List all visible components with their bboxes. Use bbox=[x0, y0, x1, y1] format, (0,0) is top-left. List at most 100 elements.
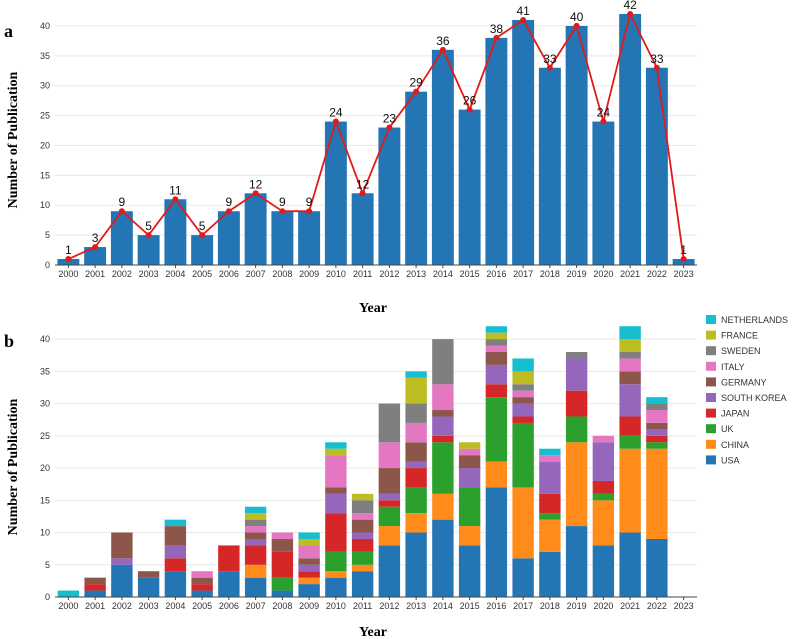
chart-a-data-label: 40 bbox=[570, 10, 584, 24]
chart-a-bar bbox=[84, 247, 107, 265]
chart-b-bar-segment bbox=[84, 590, 106, 597]
chart-b-bar-segment bbox=[619, 416, 641, 436]
chart-b-xtick-label: 2015 bbox=[460, 601, 480, 611]
chart-b-bar-segment bbox=[325, 551, 347, 572]
chart-a-data-label: 42 bbox=[623, 0, 637, 12]
chart-b-bar-segment bbox=[405, 532, 427, 597]
chart-b-bar-segment bbox=[512, 416, 534, 423]
chart-b-ytick-label: 35 bbox=[40, 366, 50, 376]
chart-a-line-point bbox=[92, 244, 99, 251]
legend-label: FRANCE bbox=[721, 331, 758, 341]
chart-b-bar-segment bbox=[405, 422, 427, 443]
chart-b-bar-segment bbox=[432, 410, 454, 417]
legend-label: UK bbox=[721, 424, 734, 434]
chart-b-bar-segment bbox=[84, 577, 106, 585]
chart-b-bar-segment bbox=[619, 326, 641, 340]
chart-a-line-series bbox=[68, 11, 685, 260]
legend-label: USA bbox=[721, 455, 740, 465]
chart-a-bar bbox=[405, 91, 428, 266]
chart-a-xtick-label: 2000 bbox=[58, 269, 78, 279]
chart-a-data-label: 12 bbox=[356, 177, 370, 191]
chart-b-bar-segment bbox=[619, 384, 641, 417]
chart-a-line-point bbox=[118, 208, 125, 215]
chart-a-bar bbox=[592, 121, 615, 265]
chart-b-bar-segment bbox=[485, 352, 508, 365]
legend-label: GERMANY bbox=[721, 377, 767, 387]
chart-b-bar-segment bbox=[244, 526, 267, 533]
chart-a-ytick-label: 0 bbox=[45, 260, 50, 270]
legend-label: JAPAN bbox=[721, 409, 749, 419]
chart-a-line-point bbox=[332, 118, 339, 125]
chart-b-xtick-label: 2018 bbox=[540, 601, 560, 611]
chart-b-bar-segment bbox=[405, 487, 427, 514]
chart-b-bar-segment bbox=[298, 558, 320, 565]
chart-b-bar-segment bbox=[378, 500, 401, 507]
chart-b-xtick-label: 2001 bbox=[85, 601, 105, 611]
chart-b-bar-segment bbox=[512, 358, 534, 372]
chart-a-xtick-label: 2013 bbox=[406, 269, 426, 279]
chart-a-xtick-label: 2011 bbox=[353, 269, 372, 279]
chart-b-bar-segment bbox=[432, 519, 454, 597]
chart-a-line-point bbox=[386, 124, 393, 131]
chart-b-bar-segment bbox=[619, 532, 641, 597]
chart-b-xtick-label: 2005 bbox=[192, 601, 212, 611]
chart-b-bar-segment bbox=[351, 538, 374, 552]
chart-a: a Number of Publication Year 05101520253… bbox=[4, 0, 697, 316]
chart-a-bar bbox=[191, 235, 214, 265]
chart-b-bar-segment bbox=[298, 577, 320, 585]
chart-a-xtick-label: 2021 bbox=[620, 269, 640, 279]
chart-b-bar-segment bbox=[218, 545, 240, 572]
chart-b-bar-segment bbox=[298, 545, 320, 559]
chart-b-bar-segment bbox=[244, 545, 267, 565]
chart-b-bar-segment bbox=[458, 487, 481, 527]
legend-swatch bbox=[706, 330, 716, 340]
chart-b-bar-segment bbox=[111, 532, 133, 559]
chart-b-bar-segment bbox=[646, 435, 668, 443]
chart-b-bar-segment bbox=[325, 487, 347, 494]
chart-b-xtick-label: 2010 bbox=[326, 601, 346, 611]
chart-b-xtick-label: 2008 bbox=[272, 601, 292, 611]
legend-label: NETHERLANDS bbox=[721, 315, 788, 325]
chart-a-xtick-label: 2003 bbox=[139, 269, 159, 279]
chart-b-bar-segment bbox=[432, 493, 454, 520]
chart-b-bar-segment bbox=[512, 371, 534, 385]
chart-b-ytick-label: 5 bbox=[45, 560, 50, 570]
chart-b-bar-segment bbox=[619, 358, 641, 372]
chart-b-xtick-label: 2013 bbox=[406, 601, 426, 611]
chart-a-gridlines bbox=[55, 25, 697, 266]
chart-a-data-label: 33 bbox=[650, 52, 664, 66]
chart-b-bar-segment bbox=[539, 493, 561, 514]
chart-a-ytick-label: 15 bbox=[40, 170, 50, 180]
chart-b-bar-segment bbox=[351, 493, 374, 501]
chart-a-line-point bbox=[359, 190, 366, 197]
chart-b-bar-segment bbox=[646, 403, 668, 411]
chart-b-ylabel: Number of Publication bbox=[6, 398, 21, 535]
chart-b-bar-segment bbox=[405, 468, 427, 488]
chart-b-bar-segment bbox=[592, 493, 615, 501]
chart-a-xtick-label: 2012 bbox=[379, 269, 399, 279]
chart-a-xtick-label: 2020 bbox=[593, 269, 613, 279]
chart-a-line-point bbox=[493, 34, 500, 41]
chart-a-xtick-label: 2022 bbox=[647, 269, 667, 279]
legend-swatch bbox=[706, 377, 716, 387]
chart-b-bar-segment bbox=[619, 339, 641, 353]
chart-b-bar-segment bbox=[164, 526, 187, 546]
chart-b-bar-segment bbox=[351, 519, 374, 533]
chart-b-bar-segment bbox=[351, 571, 374, 597]
chart-a-bar bbox=[645, 67, 668, 265]
chart-a-data-label: 33 bbox=[543, 52, 557, 66]
chart-a-line-point bbox=[306, 208, 313, 215]
chart-b-bar-segment bbox=[378, 526, 401, 546]
chart-b-xtick-label: 2022 bbox=[647, 601, 667, 611]
chart-a-ytick-label: 30 bbox=[40, 81, 50, 91]
chart-a-line-point bbox=[65, 256, 72, 263]
chart-b-bar-segment bbox=[137, 577, 160, 597]
chart-b-xtick-label: 2004 bbox=[165, 601, 185, 611]
chart-b-bar-segment bbox=[539, 455, 561, 462]
chart-b-bar-segment bbox=[325, 455, 347, 488]
chart-b-bar-segment bbox=[298, 584, 320, 597]
chart-b-bar-segment bbox=[351, 564, 374, 572]
chart-b-bar-segment bbox=[485, 339, 508, 346]
chart-b-bar-segment bbox=[244, 513, 267, 520]
chart-a-xtick-label: 2001 bbox=[85, 269, 105, 279]
